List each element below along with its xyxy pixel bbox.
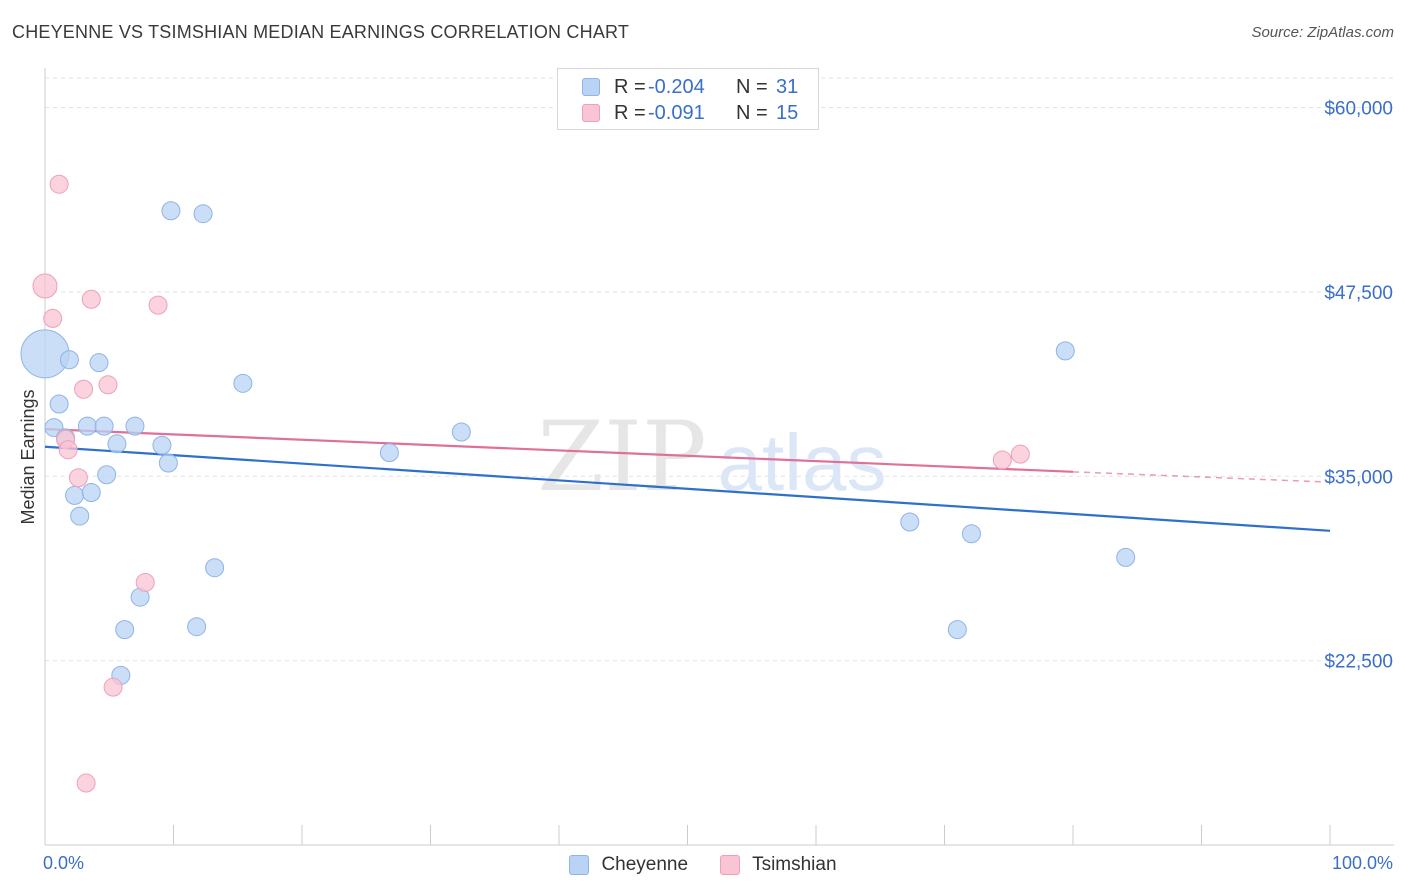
- correlation-legend: R = -0.204 N = 31 R = -0.091 N = 15: [557, 68, 819, 130]
- x-tick-label: 100.0%: [1332, 853, 1393, 873]
- cheyenne-point: [20, 329, 70, 379]
- n-label: N =: [736, 101, 768, 124]
- r-value: -0.204: [648, 75, 705, 98]
- cheyenne-point: [900, 512, 920, 532]
- cheyenne-point: [1055, 341, 1075, 361]
- cheyenne-point: [379, 443, 399, 463]
- tsimshian-trend-extension: [1072, 471, 1331, 483]
- tsimshian-point: [98, 375, 118, 395]
- tsimshian-point: [81, 289, 101, 309]
- y-tick-label: $60,000: [1324, 99, 1393, 120]
- r-label: R =: [614, 75, 646, 98]
- cheyenne-point: [187, 617, 207, 637]
- y-tick-label: $35,000: [1324, 467, 1393, 488]
- cheyenne-point: [97, 465, 117, 485]
- cheyenne-point: [59, 350, 79, 370]
- cheyenne-point: [152, 435, 172, 455]
- cheyenne-point: [115, 620, 135, 640]
- cheyenne-point: [49, 394, 69, 414]
- tsimshian-point: [76, 773, 96, 793]
- tsimshian-point: [103, 677, 123, 697]
- axes: [44, 68, 1394, 846]
- cheyenne-point: [77, 416, 97, 436]
- data-points: [20, 174, 1136, 793]
- source-label: Source: ZipAtlas.com: [1251, 24, 1394, 41]
- watermark-zip: ZIP: [537, 401, 706, 513]
- cheyenne-point: [107, 434, 127, 454]
- legend-item-cheyenne: Cheyenne: [569, 854, 688, 876]
- n-value: 15: [776, 101, 799, 124]
- tsimshian-point: [49, 174, 69, 194]
- legend-label: Tsimshian: [752, 854, 837, 875]
- cheyenne-point: [158, 453, 178, 473]
- cheyenne-point: [451, 422, 471, 442]
- tsimshian-point: [992, 450, 1012, 470]
- tsimshian-point: [1010, 444, 1030, 464]
- cheyenne-trend-line: [44, 445, 1331, 532]
- cheyenne-point: [161, 201, 181, 221]
- cheyenne-point: [1116, 547, 1136, 567]
- tsimshian-point: [68, 468, 88, 488]
- cheyenne-point: [205, 558, 225, 578]
- tsimshian-point: [135, 572, 155, 592]
- n-value: 31: [776, 75, 799, 98]
- cheyenne-point: [65, 485, 85, 505]
- tsimshian-swatch: [720, 855, 741, 875]
- cheyenne-point: [94, 416, 114, 436]
- grid-lines: [45, 77, 1394, 662]
- cheyenne-point: [947, 620, 967, 640]
- tsimshian-trend-line: [44, 427, 1074, 473]
- cheyenne-point: [125, 416, 145, 436]
- tick-labels: $22,500 $35,000 $47,500 $60,000 0.0% 100.0%: [43, 99, 1393, 874]
- tsimshian-swatch: [582, 104, 600, 122]
- chart-title: CHEYENNE VS TSIMSHIAN MEDIAN EARNINGS CO…: [12, 22, 630, 42]
- tsimshian-point: [32, 273, 58, 299]
- y-axis-label: Median Earnings: [18, 389, 38, 524]
- cheyenne-point: [193, 204, 213, 224]
- r-value: -0.091: [648, 101, 705, 124]
- tsimshian-point: [74, 379, 94, 399]
- legend-item-tsimshian: Tsimshian: [720, 854, 837, 876]
- cheyenne-swatch: [569, 855, 590, 875]
- r-label: R =: [614, 101, 646, 124]
- cheyenne-point: [89, 353, 109, 373]
- legend-row-cheyenne: R = -0.204 N = 31: [582, 74, 798, 100]
- tsimshian-point: [148, 295, 168, 315]
- x-tick-label: 0.0%: [43, 853, 84, 873]
- y-tick-label: $47,500: [1324, 283, 1393, 304]
- legend-label: Cheyenne: [601, 854, 689, 875]
- cheyenne-swatch: [582, 78, 600, 96]
- tsimshian-point: [58, 440, 78, 460]
- y-tick-label: $22,500: [1324, 652, 1393, 673]
- cheyenne-point: [961, 524, 981, 544]
- trend-lines: [44, 427, 1331, 532]
- tsimshian-point: [43, 308, 63, 328]
- cheyenne-point: [233, 373, 253, 393]
- series-legend: Cheyenne Tsimshian: [0, 850, 1406, 880]
- legend-row-tsimshian: R = -0.091 N = 15: [582, 100, 798, 126]
- cheyenne-point: [81, 482, 101, 502]
- cheyenne-point: [70, 506, 90, 526]
- n-label: N =: [736, 75, 768, 98]
